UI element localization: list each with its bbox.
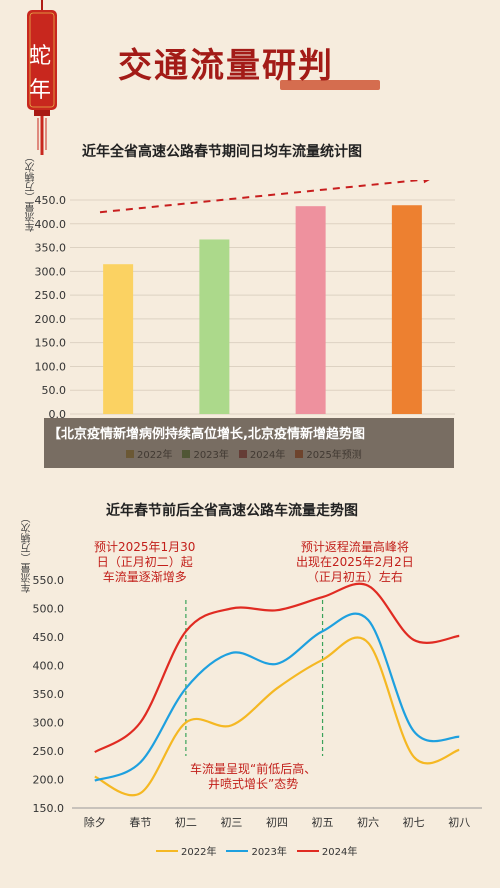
line-xtick-label: 初五 [312, 815, 334, 829]
line-chart-title: 近年春节前后全省高速公路车流量走势图 [106, 503, 358, 519]
legend-label: 2023年 [251, 847, 287, 858]
bar-2025年预测 [391, 205, 422, 414]
series-line-2022年 [94, 636, 460, 797]
line-ytick-label: 500.0 [33, 603, 65, 616]
line-legend-item: 2023年 [226, 843, 287, 858]
bar-ytick-label: 0.0 [49, 408, 67, 421]
line-legend-item: 2024年 [296, 843, 358, 858]
line-xtick-label: 初七 [403, 815, 425, 829]
annotation-3-line-1: 车流量呈现“前低后高、 [190, 762, 317, 776]
line-xtick-label: 初八 [448, 815, 470, 829]
snake-year-lantern [27, 0, 57, 155]
lantern-text-2: 年 [29, 78, 52, 103]
bar-2022年 [103, 264, 134, 414]
legend-swatch [226, 849, 249, 852]
series-line-2024年 [94, 582, 460, 754]
headline-text: 【北京疫情新增病例持续高位增长,北京疫情新增趋势图 [48, 427, 365, 442]
bar-ytick-label: 450.0 [35, 194, 67, 207]
annotation-2-line-1: 预计返程流量高峰将 [300, 540, 409, 554]
trend-arrow-head [423, 180, 430, 184]
annotation-1: 预计2025年1月30 日（正月初二）起 车流量逐渐增多 [94, 540, 195, 585]
bar-ytick-label: 100.0 [35, 360, 67, 373]
bar-2024年 [295, 206, 326, 414]
page-title: 交通流量研判 [118, 46, 334, 86]
legend-swatch [296, 849, 319, 852]
line-ytick-label: 150.0 [33, 802, 65, 815]
bar-ytick-label: 250.0 [35, 289, 67, 302]
line-xtick-label: 初三 [220, 815, 242, 829]
series-line-2023年 [94, 612, 460, 782]
line-xtick-label: 春节 [129, 816, 151, 829]
annotation-2-line-3: （正月初五）左右 [306, 570, 403, 584]
line-chart-legend: 2022年 2023年 2024年 [156, 843, 357, 858]
bar-ytick-label: 350.0 [35, 242, 67, 255]
annotation-2: 预计返程流量高峰将 出现在2025年2月2日 （正月初五）左右 [296, 540, 414, 585]
line-ytick-label: 200.0 [33, 774, 65, 787]
line-ytick-label: 550.0 [33, 574, 65, 587]
line-xtick-label: 初二 [175, 815, 197, 829]
bar-ytick-label: 150.0 [35, 337, 67, 350]
annotation-1-line-1: 预计2025年1月30 [94, 540, 196, 554]
line-legend-item: 2022年 [156, 843, 216, 858]
bar-ytick-label: 200.0 [35, 313, 67, 326]
annotation-3: 车流量呈现“前低后高、 井喷式增长”态势 [190, 762, 316, 792]
lantern-text-1: 蛇 [29, 44, 52, 69]
bar-ytick-label: 400.0 [35, 218, 67, 231]
bar-chart-title: 近年全省高速公路春节期间日均车流量统计图 [82, 144, 362, 160]
legend-label: 2024年 [321, 847, 358, 858]
annotation-2-line-2: 出现在2025年2月2日 [296, 555, 414, 569]
line-xtick-label: 初四 [266, 815, 288, 829]
headline-banner [44, 418, 454, 468]
line-chart: 150.0 200.0 250.0 300.0 350.0 400.0 450.0 500.0… [33, 574, 482, 829]
bar-2023年 [199, 239, 230, 414]
bar-chart: 0.0 50.0 100.0 150.0 200.0 250.0 300.0 350.0 400… [35, 180, 455, 421]
annotation-1-line-2: 日（正月初二）起 [96, 555, 193, 569]
line-xtick-label: 除夕 [84, 815, 106, 829]
line-ytick-label: 300.0 [33, 717, 65, 730]
line-ytick-label: 250.0 [33, 745, 65, 758]
trend-arrow-line [99, 180, 428, 214]
title-underline [280, 80, 380, 90]
bar-ytick-label: 300.0 [35, 265, 67, 278]
annotation-3-line-2: 井喷式增长”态势 [208, 777, 299, 791]
line-ytick-label: 450.0 [33, 631, 65, 644]
annotation-1-line-3: 车流量逐渐增多 [102, 570, 187, 584]
line-xtick-label: 初六 [357, 815, 379, 829]
line-ytick-label: 400.0 [33, 660, 65, 673]
legend-swatch [156, 849, 178, 852]
bar-ytick-label: 50.0 [42, 384, 67, 397]
legend-label: 2022年 [181, 847, 217, 858]
line-ytick-label: 350.0 [33, 688, 65, 701]
